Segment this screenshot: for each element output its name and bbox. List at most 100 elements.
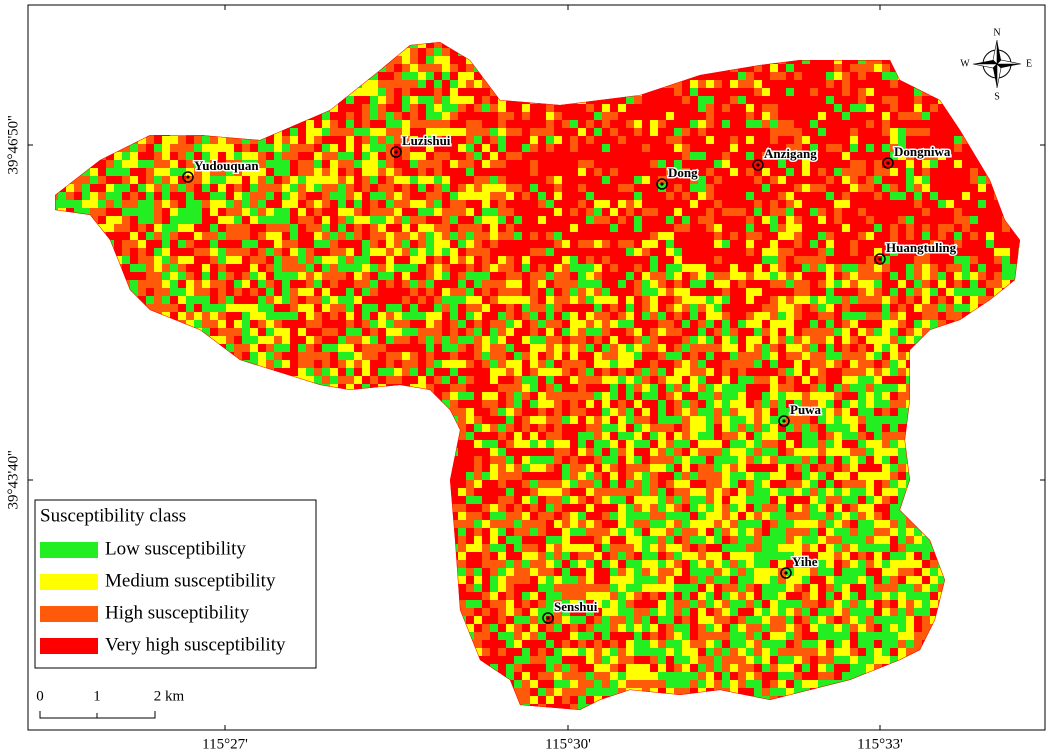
raster-cell <box>890 120 898 128</box>
raster-cell <box>922 256 930 264</box>
raster-cell <box>938 264 946 272</box>
raster-cell <box>850 224 858 232</box>
raster-cell <box>186 344 194 352</box>
raster-cell <box>55 320 58 328</box>
raster-cell <box>642 48 650 56</box>
raster-cell <box>482 104 490 112</box>
raster-cell <box>562 312 570 320</box>
raster-cell <box>746 42 754 48</box>
raster-cell <box>370 88 378 96</box>
raster-cell <box>914 336 922 344</box>
raster-cell <box>1002 352 1010 360</box>
raster-cell <box>442 208 450 216</box>
raster-cell <box>834 280 842 288</box>
raster-cell <box>746 152 754 160</box>
raster-cell <box>386 200 394 208</box>
raster-cell <box>434 72 442 80</box>
raster-cell <box>314 288 322 296</box>
raster-cell <box>962 104 970 112</box>
raster-cell <box>322 248 330 256</box>
raster-cell <box>170 120 178 128</box>
raster-cell <box>154 176 162 184</box>
raster-cell <box>794 360 802 368</box>
raster-cell <box>538 176 546 184</box>
raster-cell <box>266 160 274 168</box>
raster-cell <box>282 160 290 168</box>
raster-cell <box>1010 80 1018 88</box>
raster-cell <box>410 192 418 200</box>
raster-cell <box>698 42 706 48</box>
raster-cell <box>298 56 306 64</box>
raster-cell <box>106 336 114 344</box>
raster-cell <box>146 296 154 304</box>
raster-cell <box>842 240 850 248</box>
raster-cell <box>130 104 138 112</box>
raster-cell <box>762 304 770 312</box>
raster-cell <box>226 248 234 256</box>
raster-cell <box>434 272 442 280</box>
raster-cell <box>330 128 338 136</box>
raster-cell <box>514 96 522 104</box>
raster-cell <box>978 152 986 160</box>
raster-cell <box>714 304 722 312</box>
raster-cell <box>458 120 466 128</box>
raster-cell <box>762 360 770 368</box>
raster-cell <box>202 88 210 96</box>
raster-cell <box>498 272 506 280</box>
raster-cell <box>114 120 122 128</box>
raster-cell <box>378 280 386 288</box>
raster-cell <box>82 144 90 152</box>
raster-cell <box>834 192 842 200</box>
raster-cell <box>458 80 466 88</box>
raster-cell <box>66 42 74 48</box>
raster-cell <box>610 352 618 360</box>
raster-cell <box>218 320 226 328</box>
raster-cell <box>754 328 762 336</box>
raster-cell <box>258 128 266 136</box>
raster-cell <box>378 168 386 176</box>
raster-cell <box>642 88 650 96</box>
raster-cell <box>778 352 786 360</box>
raster-cell <box>754 64 762 72</box>
raster-cell <box>834 144 842 152</box>
raster-cell <box>634 64 642 72</box>
raster-cell <box>178 360 186 368</box>
raster-cell <box>226 320 234 328</box>
raster-cell <box>210 216 218 224</box>
raster-cell <box>898 176 906 184</box>
raster-cell <box>834 296 842 304</box>
raster-cell <box>938 42 946 48</box>
raster-cell <box>962 288 970 296</box>
raster-cell <box>290 152 298 160</box>
raster-cell <box>578 104 586 112</box>
raster-cell <box>762 96 770 104</box>
raster-cell <box>378 176 386 184</box>
raster-cell <box>386 56 394 64</box>
raster-cell <box>946 48 954 56</box>
raster-cell <box>354 272 362 280</box>
raster-cell <box>55 144 58 152</box>
raster-cell <box>994 312 1002 320</box>
raster-cell <box>354 184 362 192</box>
raster-cell <box>162 264 170 272</box>
raster-cell <box>762 144 770 152</box>
raster-cell <box>1018 136 1020 144</box>
raster-cell <box>210 56 218 64</box>
raster-cell <box>1002 104 1010 112</box>
raster-cell <box>834 216 842 224</box>
raster-cell <box>522 88 530 96</box>
raster-cell <box>354 208 362 216</box>
raster-cell <box>978 176 986 184</box>
raster-cell <box>810 184 818 192</box>
raster-cell <box>274 336 282 344</box>
raster-cell <box>738 104 746 112</box>
raster-cell <box>354 80 362 88</box>
raster-cell <box>826 96 834 104</box>
raster-cell <box>970 88 978 96</box>
raster-cell <box>570 200 578 208</box>
raster-cell <box>698 152 706 160</box>
raster-cell <box>674 264 682 272</box>
raster-cell <box>786 152 794 160</box>
raster-cell <box>274 168 282 176</box>
raster-cell <box>658 128 666 136</box>
